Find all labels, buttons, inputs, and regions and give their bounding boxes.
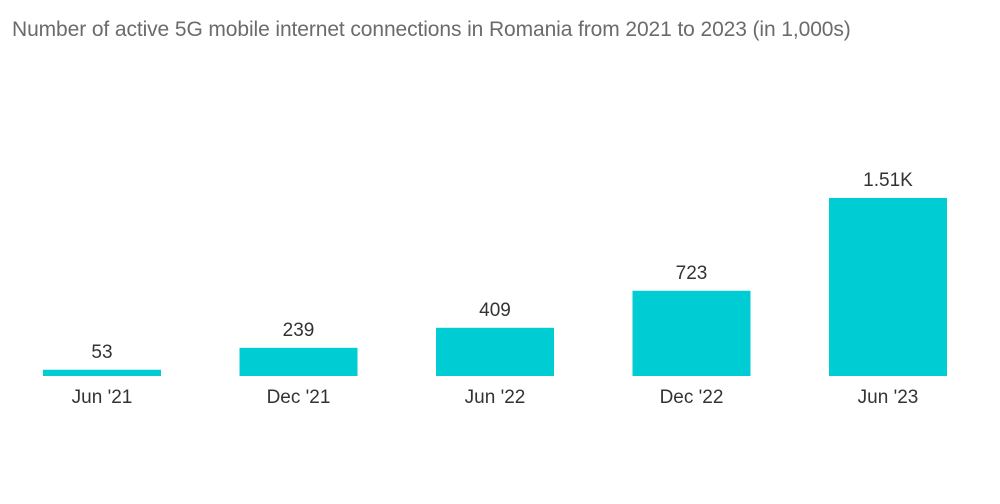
x-tick-label-3: Dec '22	[660, 387, 724, 408]
data-label-2: 409	[479, 300, 511, 321]
bar-4	[829, 198, 947, 376]
x-tick-label-1: Dec '21	[267, 387, 331, 408]
data-label-group: 53 239 409 723 1.51K	[91, 170, 913, 363]
x-tick-label-2: Jun '22	[465, 387, 526, 408]
x-tick-label-0: Jun '21	[72, 387, 133, 408]
bar-3	[632, 290, 751, 376]
bar-group	[43, 198, 947, 376]
data-label-1: 239	[283, 320, 315, 341]
x-tick-label-4: Jun '23	[858, 387, 919, 408]
chart-title: Number of active 5G mobile internet conn…	[12, 18, 851, 41]
bar-1	[239, 347, 358, 376]
bar-2	[436, 327, 554, 376]
x-axis-tick-group: Jun '21 Dec '21 Jun '22 Dec '22 Jun '23	[72, 387, 919, 408]
data-label-3: 723	[676, 263, 708, 284]
data-label-4: 1.51K	[863, 170, 913, 191]
data-label-0: 53	[91, 342, 112, 363]
bar-0	[43, 369, 161, 376]
